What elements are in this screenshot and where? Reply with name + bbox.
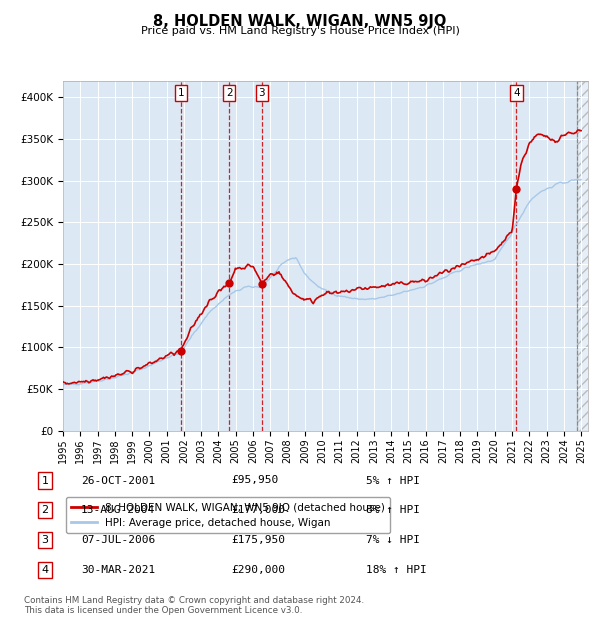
- Bar: [577, 81, 592, 431]
- Text: £290,000: £290,000: [231, 565, 285, 575]
- Legend: 8, HOLDEN WALK, WIGAN, WN5 9JQ (detached house), HPI: Average price, detached ho: 8, HOLDEN WALK, WIGAN, WN5 9JQ (detached…: [65, 497, 390, 533]
- Text: 5% ↑ HPI: 5% ↑ HPI: [366, 476, 420, 485]
- Text: 26-OCT-2001: 26-OCT-2001: [81, 476, 155, 485]
- Text: 4: 4: [513, 88, 520, 98]
- Text: 7% ↓ HPI: 7% ↓ HPI: [366, 535, 420, 545]
- Text: 8% ↑ HPI: 8% ↑ HPI: [366, 505, 420, 515]
- Text: Contains HM Land Registry data © Crown copyright and database right 2024.
This d: Contains HM Land Registry data © Crown c…: [24, 596, 364, 615]
- Text: 3: 3: [259, 88, 265, 98]
- Text: 8, HOLDEN WALK, WIGAN, WN5 9JQ: 8, HOLDEN WALK, WIGAN, WN5 9JQ: [154, 14, 446, 29]
- Text: 1: 1: [178, 88, 184, 98]
- Text: 3: 3: [41, 535, 49, 545]
- Text: £175,950: £175,950: [231, 535, 285, 545]
- Text: 18% ↑ HPI: 18% ↑ HPI: [366, 565, 427, 575]
- Text: £95,950: £95,950: [231, 476, 278, 485]
- Text: 30-MAR-2021: 30-MAR-2021: [81, 565, 155, 575]
- Text: 1: 1: [41, 476, 49, 485]
- Text: Price paid vs. HM Land Registry's House Price Index (HPI): Price paid vs. HM Land Registry's House …: [140, 26, 460, 36]
- Text: 13-AUG-2004: 13-AUG-2004: [81, 505, 155, 515]
- Text: 07-JUL-2006: 07-JUL-2006: [81, 535, 155, 545]
- Text: 2: 2: [41, 505, 49, 515]
- Text: 2: 2: [226, 88, 232, 98]
- Text: 4: 4: [41, 565, 49, 575]
- Bar: [577, 81, 592, 431]
- Text: £177,000: £177,000: [231, 505, 285, 515]
